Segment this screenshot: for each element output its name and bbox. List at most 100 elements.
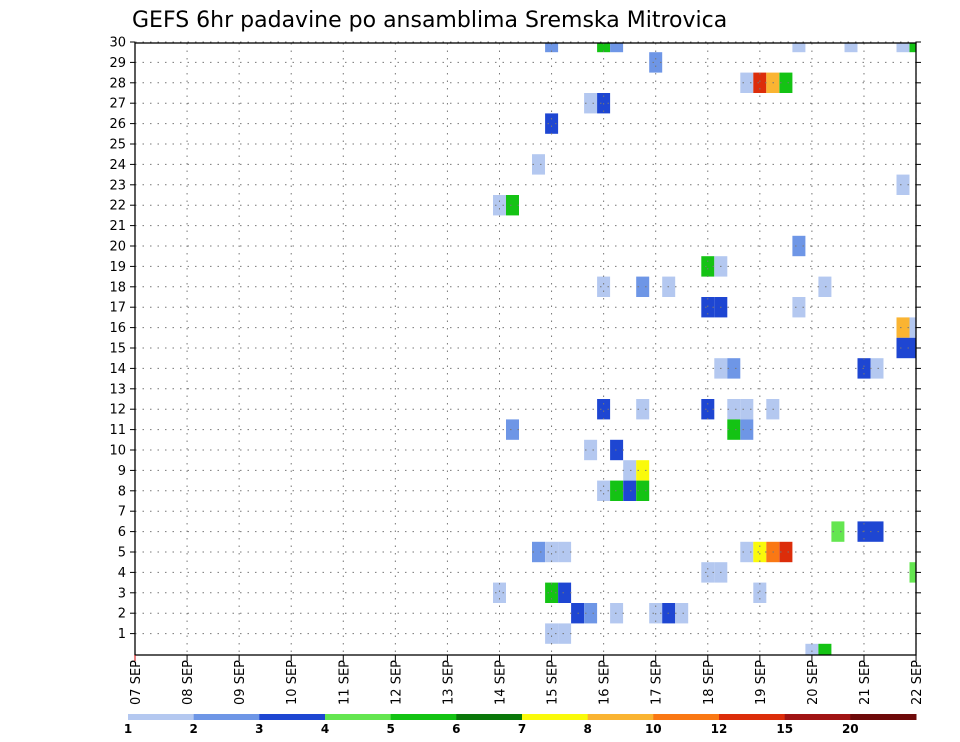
precip-cell [779, 72, 793, 93]
precip-cell [740, 399, 754, 420]
colorbar-label: 6 [452, 722, 460, 736]
y-tick-label: 13 [109, 382, 126, 397]
y-tick-label: 11 [109, 423, 126, 438]
colorbar-swatch [193, 714, 260, 720]
colorbar-label: 5 [387, 722, 395, 736]
x-tick-label: 11 SEP [337, 660, 352, 705]
precip-cell [870, 358, 884, 379]
precip-cell [597, 43, 611, 53]
y-tick-label: 1 [118, 627, 126, 642]
precip-cell [584, 439, 598, 461]
precip-cell [831, 521, 845, 542]
x-tick-label: 13 SEP [441, 660, 456, 705]
precip-cell [844, 43, 858, 53]
precip-cell [753, 72, 767, 93]
y-tick-label: 18 [109, 280, 126, 295]
precip-cell [753, 541, 767, 563]
precip-cell [805, 643, 819, 655]
x-tick-label: 21 SEP [858, 660, 873, 705]
y-tick-label: 15 [109, 342, 126, 357]
y-tick-label: 24 [109, 158, 126, 173]
y-axis: 1234567891011121314151617181920212223242… [109, 36, 921, 642]
colorbar-swatch [522, 714, 589, 720]
precip-cell [701, 256, 715, 277]
colorbar-label: 2 [190, 722, 198, 736]
y-tick-label: 4 [118, 566, 126, 581]
y-tick-label: 23 [109, 178, 126, 193]
precip-cell [792, 235, 806, 257]
precip-cell [701, 562, 715, 583]
colorbar-swatch [259, 714, 326, 720]
x-tick-label: 12 SEP [389, 660, 404, 705]
y-tick-label: 21 [109, 219, 126, 234]
precip-cell [506, 195, 519, 216]
colorbar-swatch [653, 714, 720, 720]
y-tick-label: 8 [118, 484, 126, 499]
precip-cell [909, 337, 916, 359]
grid-lines [134, 41, 917, 655]
precip-cell [610, 480, 624, 501]
precip-cell [909, 317, 916, 338]
precip-cell [610, 603, 624, 624]
x-tick-label: 09 SEP [233, 660, 248, 705]
precip-cell [623, 460, 637, 481]
y-tick-label: 27 [109, 97, 126, 112]
precip-cell [584, 93, 598, 114]
colorbar-label: 4 [321, 722, 329, 736]
precip-cell [779, 541, 793, 563]
colorbar-label: 1 [124, 722, 132, 736]
precip-cell [597, 399, 611, 420]
precip-cell [506, 419, 519, 440]
y-tick-label: 16 [109, 321, 126, 336]
precip-cells [493, 43, 916, 655]
x-tick-label: 20 SEP [806, 660, 821, 705]
precip-cell [545, 43, 559, 53]
y-tick-label: 19 [109, 260, 126, 275]
precip-cell [818, 276, 832, 297]
precip-cell [818, 643, 832, 655]
colorbar-label: 3 [255, 722, 263, 736]
y-tick-label: 5 [118, 546, 126, 561]
y-tick-label: 3 [118, 586, 126, 601]
x-tick-label: 07 SEP [129, 660, 144, 705]
precip-cell [740, 541, 754, 563]
y-tick-label: 28 [109, 76, 126, 91]
colorbar-swatch [128, 714, 195, 720]
precip-cell [896, 317, 910, 338]
precip-cell [636, 460, 650, 481]
precip-cell [909, 43, 916, 53]
colorbar-label: 7 [518, 722, 526, 736]
precip-cell [636, 399, 650, 420]
precip-cell [493, 582, 506, 603]
precip-cell [610, 43, 624, 53]
precip-cell [532, 154, 545, 175]
precip-cell [493, 195, 506, 216]
y-tick-label: 26 [109, 117, 126, 132]
precip-cell [701, 297, 715, 318]
precip-cell [597, 276, 611, 297]
plot-frame [134, 42, 917, 656]
colorbar-swatch [719, 714, 786, 720]
precip-cell [545, 582, 559, 603]
y-tick-label: 17 [109, 301, 126, 316]
y-tick-label: 14 [109, 362, 126, 377]
colorbar-swatch [784, 714, 851, 720]
precip-cell [727, 399, 741, 420]
y-tick-label: 10 [109, 444, 126, 459]
precip-cell [896, 174, 910, 195]
colorbar-label: 10 [645, 722, 662, 736]
y-tick-label: 20 [109, 240, 126, 255]
x-tick-label: 10 SEP [285, 660, 300, 705]
colorbar-label: 20 [842, 722, 859, 736]
precip-cell [545, 113, 559, 134]
x-tick-label: 19 SEP [754, 660, 769, 705]
colorbar-swatch [456, 714, 523, 720]
precip-cell [909, 562, 916, 583]
chart-title: GEFS 6hr padavine po ansamblima Sremska … [132, 8, 727, 33]
colorbar-label: 8 [584, 722, 592, 736]
precip-cell [649, 52, 663, 73]
precip-cell [675, 603, 689, 624]
precip-cell [545, 541, 559, 563]
precip-cell [558, 623, 572, 644]
